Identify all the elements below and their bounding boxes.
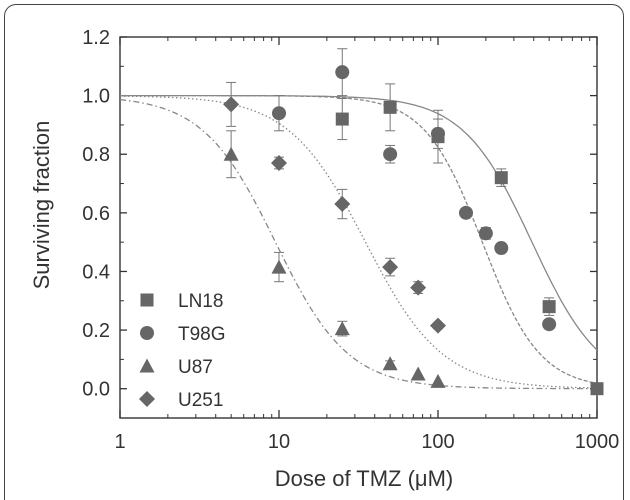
y-tick-label: 1.0 [82, 86, 110, 108]
y-tick-label: 0.2 [82, 320, 110, 342]
point-ln18 [590, 382, 604, 396]
data-points [223, 65, 604, 396]
y-tick-label: 1.2 [82, 27, 110, 49]
legend: LN18 T98G U87 U251 [139, 291, 226, 411]
y-axis-label: Surviving fraction [29, 121, 54, 290]
point-u251 [410, 279, 427, 296]
point-t98g [383, 147, 398, 162]
y-tick-label: 0.6 [82, 203, 110, 225]
legend-marker-u251 [139, 391, 155, 407]
legend-label-ln18: LN18 [178, 291, 223, 312]
fit-curve-u251 [120, 95, 598, 389]
x-tick-label: 1000 [575, 431, 620, 453]
y-tick-label: 0.0 [82, 379, 110, 401]
point-t98g [272, 106, 286, 121]
point-u87 [430, 373, 446, 388]
point-u251 [382, 259, 399, 276]
legend-label-u251: U251 [178, 390, 223, 411]
y-tick-label: 0.8 [82, 144, 110, 166]
plot-border [119, 36, 598, 419]
point-ln18 [542, 300, 556, 314]
fit-curve-t98g [120, 94, 598, 384]
point-u251 [430, 317, 446, 334]
point-t98g [335, 65, 350, 80]
legend-marker-ln18 [140, 293, 154, 307]
fit-curve-u87 [119, 98, 598, 390]
figure-frame [4, 4, 624, 500]
x-axis-label: Dose of TMZ (μM) [275, 466, 454, 491]
point-u87 [382, 356, 398, 371]
point-u251 [334, 196, 351, 213]
error-bars [226, 48, 602, 393]
point-t98g [478, 226, 493, 241]
point-t98g [494, 241, 509, 256]
point-t98g [431, 126, 445, 141]
point-t98g [458, 205, 473, 220]
y-tick-label: 0.4 [82, 261, 110, 283]
point-ln18 [383, 100, 397, 114]
point-u251 [271, 155, 287, 172]
legend-marker-u87 [139, 358, 155, 373]
legend-marker-t98g [140, 326, 154, 340]
x-tick-label: 10 [268, 431, 290, 453]
x-tick-label: 1 [114, 431, 125, 453]
point-ln18 [494, 171, 508, 185]
legend-label-t98g: T98G [178, 324, 226, 345]
x-tick-label: 100 [421, 431, 454, 453]
point-t98g [542, 317, 557, 332]
fit-curves [119, 94, 598, 390]
point-u87 [334, 321, 350, 336]
point-u87 [271, 259, 287, 274]
axes: 0.0 0.2 0.4 0.6 0.8 1.0 1.2 1 10 100 1000 [82, 27, 619, 453]
legend-label-u87: U87 [178, 357, 213, 378]
point-u87 [410, 366, 426, 381]
point-u87 [223, 146, 239, 161]
plot-area [119, 36, 598, 419]
point-u251 [223, 96, 240, 113]
point-ln18 [335, 112, 349, 126]
